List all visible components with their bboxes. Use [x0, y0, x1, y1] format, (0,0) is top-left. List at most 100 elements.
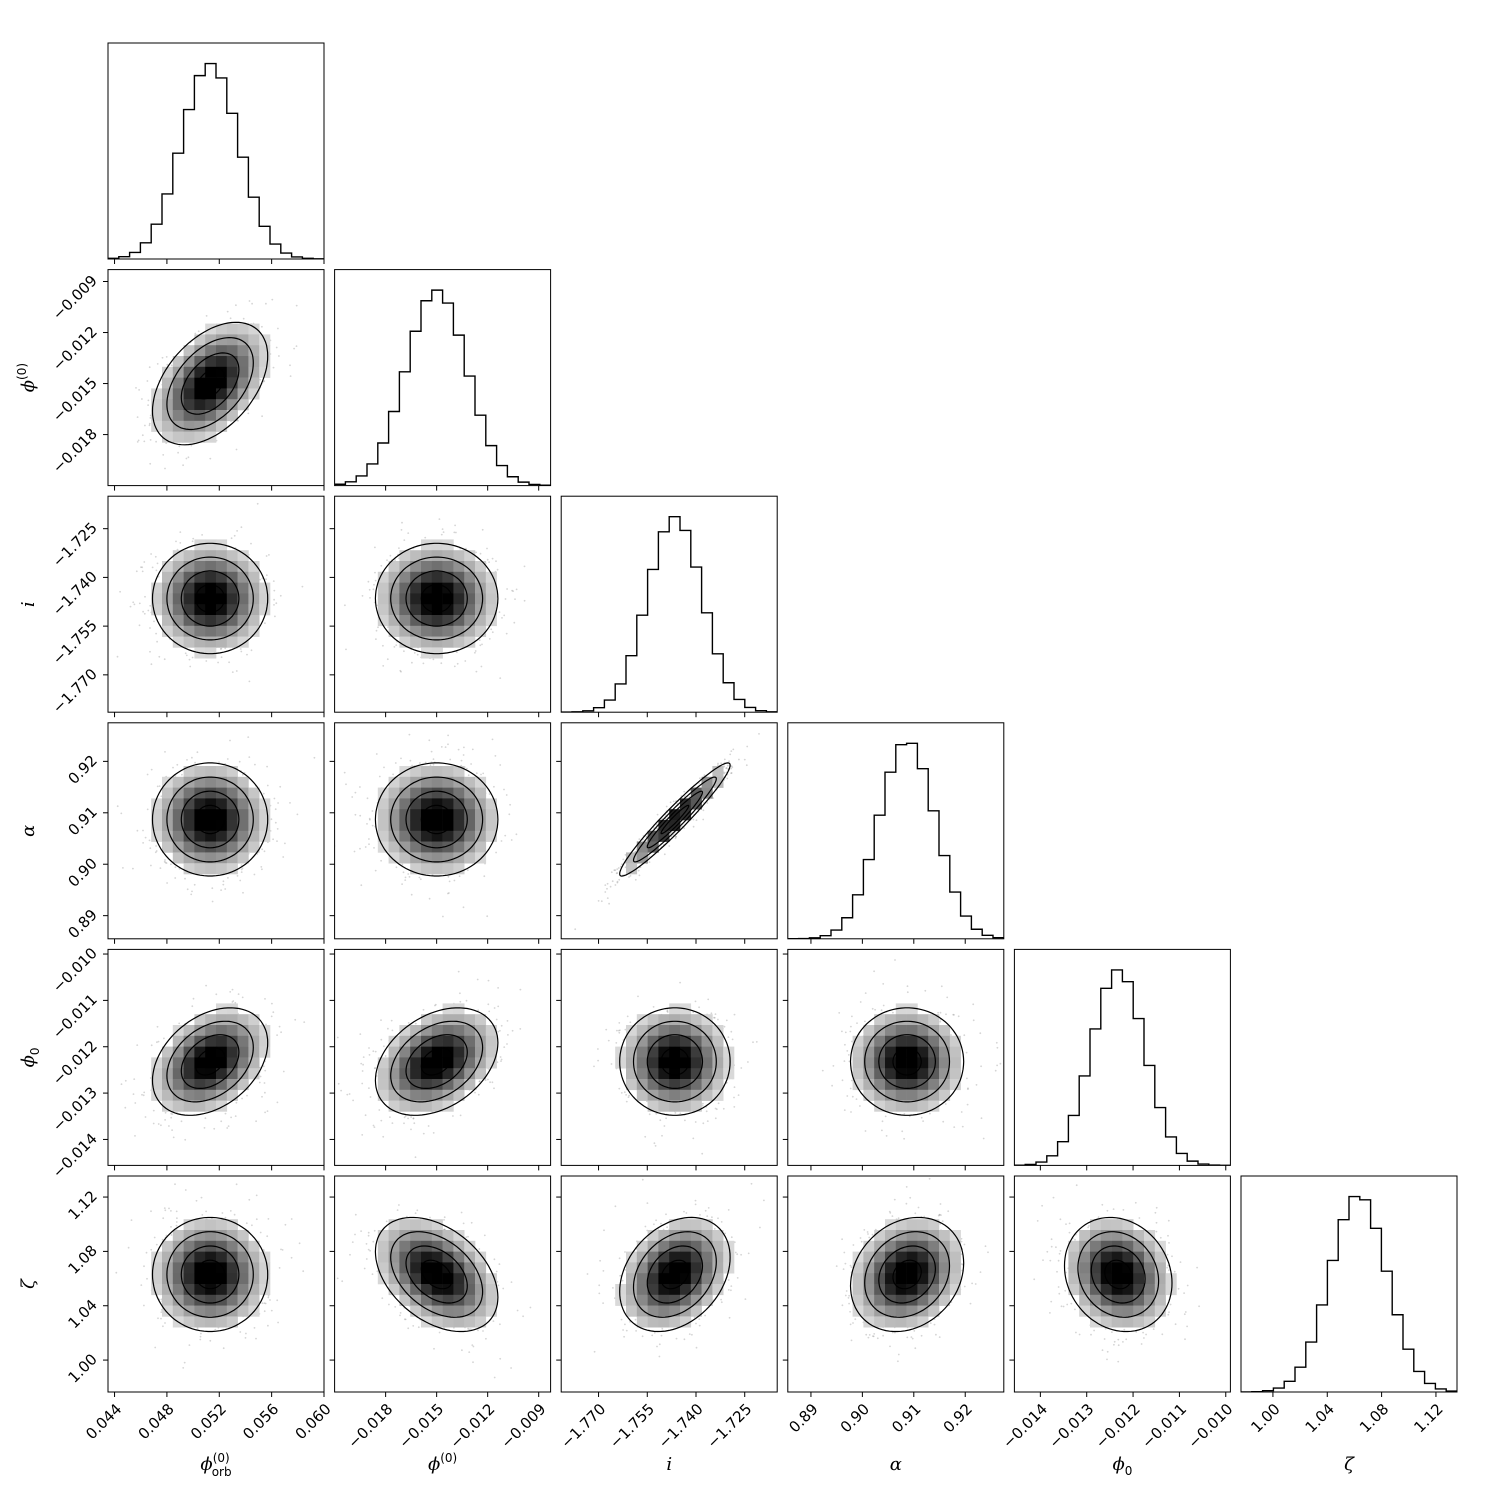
histogram-phi0_sup — [334, 289, 551, 486]
y-axis-label-zeta: ζ — [18, 1278, 39, 1289]
contours — [151, 1216, 269, 1333]
x-tick-label-alpha: 0.90 — [837, 1400, 873, 1436]
density-grid — [151, 539, 271, 659]
contours — [151, 762, 269, 877]
x-tick-label-phi0_sup: −0.018 — [344, 1400, 396, 1452]
y-tick-label-i: −1.770 — [49, 665, 101, 717]
contours — [374, 1007, 499, 1116]
contours — [374, 542, 499, 655]
y-tick-label-alpha: 0.89 — [64, 906, 100, 942]
panel-frame — [107, 948, 325, 1166]
panel-zeta-vs-alpha — [782, 1175, 1005, 1397]
y-tick-label-phi_0: −0.012 — [49, 1037, 101, 1089]
panel-frame — [107, 269, 325, 487]
panel-zeta-vs-phi_0 — [1009, 1175, 1231, 1397]
panel-frame — [1013, 948, 1231, 1166]
y-tick-label-alpha: 0.92 — [64, 751, 100, 787]
x-tick-label-phi_orb: 0.056 — [239, 1400, 282, 1443]
y-tick-label-zeta: 1.08 — [64, 1241, 100, 1277]
histogram-i — [561, 516, 778, 713]
x-tick-label-alpha: 0.92 — [940, 1400, 976, 1436]
panel-frame — [107, 1175, 325, 1393]
y-tick-label-zeta: 1.12 — [64, 1187, 100, 1223]
x-tick-label-phi_orb: 0.052 — [187, 1400, 230, 1443]
y-tick-label-i: −1.755 — [49, 616, 101, 668]
x-tick-label-zeta: 1.00 — [1247, 1400, 1283, 1436]
x-axis-label-i: i — [666, 1454, 672, 1475]
y-axis-label-i: i — [18, 601, 39, 607]
density-grid — [151, 766, 271, 875]
panel-zeta-vs-zeta — [1240, 1175, 1458, 1397]
y-tick-label-i: −1.740 — [49, 568, 101, 620]
panel-phi_0-vs-phi0_sup — [329, 948, 552, 1171]
x-tick-label-phi_0: −0.014 — [999, 1400, 1051, 1452]
panel-zeta-vs-phi0_sup — [329, 1175, 552, 1397]
contours — [151, 321, 269, 446]
x-tick-label-phi_orb: 0.044 — [82, 1400, 125, 1443]
x-tick-label-phi_0: −0.011 — [1138, 1400, 1190, 1452]
contours — [849, 1216, 965, 1333]
x-tick-label-zeta: 1.12 — [1410, 1400, 1446, 1436]
density-grid — [377, 766, 497, 875]
x-tick-label-phi_0: −0.012 — [1092, 1400, 1144, 1452]
density-grid — [852, 1219, 961, 1328]
panel-frame — [107, 495, 325, 713]
x-tick-label-i: −1.740 — [655, 1400, 707, 1452]
histogram-phi_orb — [108, 62, 324, 259]
panel-phi_0-vs-phi_0 — [1013, 948, 1231, 1171]
x-axis-label-zeta: ζ — [1344, 1454, 1355, 1475]
y-tick-label-phi0_sup: −0.009 — [49, 272, 101, 324]
density-grid — [377, 539, 497, 659]
panel-frame — [560, 1175, 778, 1393]
panel-frame — [334, 495, 552, 713]
x-tick-label-phi_orb: 0.060 — [292, 1400, 335, 1443]
panel-frame — [334, 722, 552, 940]
panel-i-vs-phi0_sup — [329, 495, 552, 718]
panel-frame — [560, 948, 778, 1166]
density-grid — [852, 1003, 961, 1112]
y-tick-label-phi_0: −0.010 — [49, 944, 101, 996]
panel-frame — [1013, 1175, 1231, 1393]
contours — [849, 1007, 965, 1116]
x-tick-label-i: −1.770 — [557, 1400, 609, 1452]
y-tick-label-phi0_sup: −0.018 — [49, 425, 101, 477]
panel-phi0_sup-vs-phi_orb — [103, 269, 325, 491]
y-tick-label-phi_0: −0.011 — [49, 990, 101, 1042]
y-tick-label-phi0_sup: −0.012 — [49, 323, 101, 375]
x-tick-label-alpha: 0.91 — [888, 1400, 924, 1436]
histogram-phi_0 — [1014, 969, 1231, 1166]
contours — [1063, 1216, 1173, 1333]
density-grid — [377, 1003, 497, 1112]
x-tick-label-zeta: 1.04 — [1302, 1400, 1338, 1436]
panel-frame — [787, 1175, 1005, 1393]
panel-frame — [560, 722, 778, 940]
panel-frame — [334, 948, 552, 1166]
y-tick-label-alpha: 0.91 — [64, 803, 100, 839]
panel-frame — [107, 42, 325, 260]
panel-phi_0-vs-phi_orb — [103, 948, 325, 1171]
panel-alpha-vs-alpha — [787, 722, 1005, 944]
y-tick-label-zeta: 1.00 — [64, 1350, 100, 1386]
y-tick-label-phi0_sup: −0.015 — [49, 374, 101, 426]
contours — [619, 762, 731, 877]
contours — [151, 542, 269, 655]
contours — [374, 1216, 499, 1333]
panel-alpha-vs-phi_orb — [103, 722, 325, 944]
panel-i-vs-i — [560, 495, 778, 718]
panel-alpha-vs-i — [556, 722, 778, 944]
panel-frame — [334, 269, 552, 487]
x-tick-label-i: −1.755 — [606, 1400, 658, 1452]
panel-frame — [787, 948, 1005, 1166]
y-tick-label-phi_0: −0.014 — [49, 1130, 101, 1182]
histogram-alpha — [787, 742, 1004, 939]
x-axis-label-alpha: α — [890, 1454, 902, 1475]
y-tick-label-i: −1.725 — [49, 519, 101, 571]
density-grid — [1068, 1219, 1177, 1328]
y-axis-label-phi0_sup: ϕ(0) — [15, 363, 39, 392]
panel-phi_0-vs-i — [556, 948, 778, 1171]
x-axis-label-phi_orb: ϕ(0) orb — [200, 1451, 231, 1479]
contours — [619, 1007, 731, 1116]
contours — [374, 762, 499, 877]
x-tick-label-alpha: 0.89 — [785, 1400, 821, 1436]
y-axis-label-alpha: α — [18, 825, 39, 837]
